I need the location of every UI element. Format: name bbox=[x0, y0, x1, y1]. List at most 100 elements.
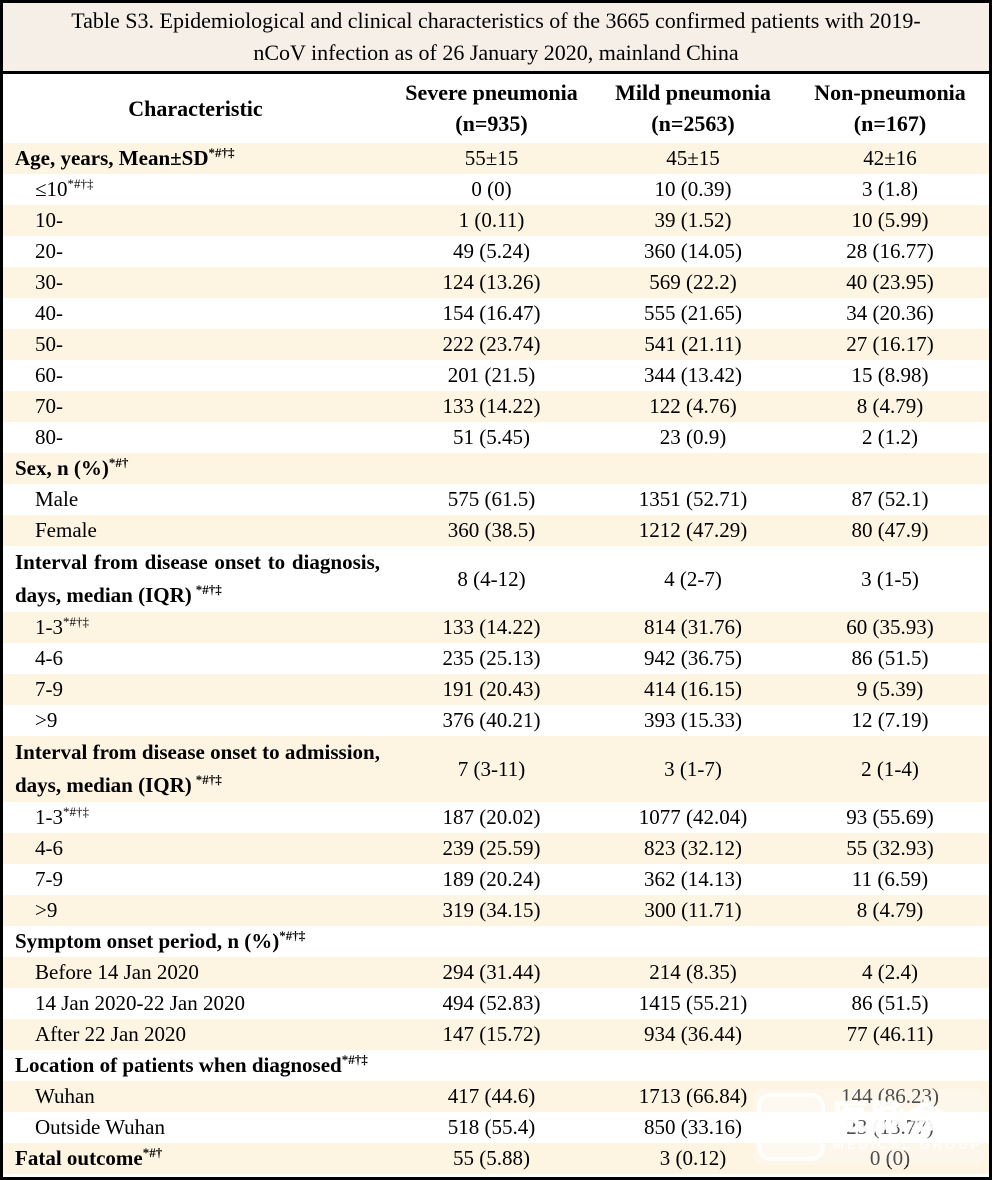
cell-value: 9 (5.39) bbox=[856, 677, 924, 701]
row-label: 30- bbox=[35, 270, 63, 294]
cell-value: 518 (55.4) bbox=[447, 1115, 536, 1139]
cell-value: 27 (16.17) bbox=[846, 332, 934, 356]
cell-value: 319 (34.15) bbox=[442, 898, 541, 922]
cell-value bbox=[595, 1050, 791, 1081]
cell-value: 360 (38.5) bbox=[447, 518, 536, 542]
characteristics-table: Characteristic Severe pneumonia (n=935) … bbox=[3, 74, 989, 1174]
row-label: 70- bbox=[35, 394, 63, 418]
row-label: Male bbox=[35, 487, 79, 511]
cell-value: 362 (14.13) bbox=[644, 867, 742, 891]
row-label: Location of patients when diagnosed*#†‡ bbox=[15, 1052, 368, 1077]
cell-value: 23 (13.77) bbox=[846, 1115, 934, 1139]
cell-value bbox=[388, 453, 595, 484]
cell-value: 34 (20.36) bbox=[846, 301, 934, 325]
cell-value: 1077 (42.04) bbox=[638, 805, 748, 829]
row-label: Female bbox=[35, 518, 97, 542]
cell-value: 294 (31.44) bbox=[442, 960, 541, 984]
cell-value: 1 (0.11) bbox=[458, 208, 525, 232]
table-row: 10- 1 (0.11) 39 (1.52) 10 (5.99) bbox=[3, 205, 989, 236]
footnote-marker: *#†‡ bbox=[63, 804, 89, 819]
table-row: Before 14 Jan 2020 294 (31.44) 214 (8.35) 4… bbox=[3, 957, 989, 988]
table-row: >9 376 (40.21) 393 (15.33) 12 (7.19) bbox=[3, 705, 989, 736]
cell-value: 3 (1.8) bbox=[862, 177, 918, 201]
cell-value bbox=[595, 453, 791, 484]
row-label: >9 bbox=[35, 708, 58, 732]
cell-value bbox=[791, 926, 989, 957]
cell-value: 214 (8.35) bbox=[649, 960, 737, 984]
cell-value: 7 (3-11) bbox=[457, 756, 526, 781]
row-label: After 22 Jan 2020 bbox=[35, 1022, 187, 1046]
cell-value: 154 (16.47) bbox=[442, 301, 541, 325]
row-label: 20- bbox=[35, 239, 63, 263]
cell-value: 850 (33.16) bbox=[644, 1115, 742, 1139]
table-row: 7-9 191 (20.43) 414 (16.15) 9 (5.39) bbox=[3, 674, 989, 705]
table-row: 40- 154 (16.47) 555 (21.65) 34 (20.36) bbox=[3, 298, 989, 329]
footnote-marker: *#†‡ bbox=[341, 1052, 368, 1067]
cell-value: 55±15 bbox=[464, 146, 519, 170]
cell-value: 814 (31.76) bbox=[644, 615, 742, 639]
cell-value: 55 (5.88) bbox=[453, 1146, 530, 1170]
cell-value: 124 (13.26) bbox=[442, 270, 541, 294]
table-row: Sex, n (%)*#† bbox=[3, 453, 989, 484]
cell-value: 222 (23.74) bbox=[442, 332, 541, 356]
cell-value: 80 (47.9) bbox=[851, 518, 929, 542]
row-label: Before 14 Jan 2020 bbox=[35, 960, 199, 984]
row-label: 80- bbox=[35, 425, 63, 449]
table-row: Fatal outcome*#† 55 (5.88) 3 (0.12) 0 (0) bbox=[3, 1143, 989, 1174]
cell-value: 11 (6.59) bbox=[851, 867, 929, 891]
cell-value: 10 (5.99) bbox=[851, 208, 929, 232]
cell-value: 360 (14.05) bbox=[644, 239, 742, 263]
footnote-marker: *#†‡ bbox=[63, 614, 89, 629]
table-row: 60- 201 (21.5) 344 (13.42) 15 (8.98) bbox=[3, 360, 989, 391]
cell-value: 187 (20.02) bbox=[442, 805, 541, 829]
cell-value: 344 (13.42) bbox=[644, 363, 742, 387]
table-title-line2: nCoV infection as of 26 January 2020, ma… bbox=[253, 40, 739, 65]
cell-value: 51 (5.45) bbox=[453, 425, 530, 449]
cell-value: 8 (4.79) bbox=[856, 394, 924, 418]
column-header-non-pneumonia: Non-pneumonia (n=167) bbox=[791, 74, 989, 143]
row-label: 7-9 bbox=[35, 867, 63, 891]
cell-value: 3 (1-7) bbox=[664, 756, 722, 781]
cell-value: 569 (22.2) bbox=[649, 270, 737, 294]
cell-value: 8 (4.79) bbox=[856, 898, 924, 922]
column-header-label: Mild pneumonia bbox=[615, 80, 771, 105]
footnote-marker: *#†‡ bbox=[208, 145, 235, 160]
table-header: Characteristic Severe pneumonia (n=935) … bbox=[3, 74, 989, 143]
cell-value: 93 (55.69) bbox=[846, 805, 934, 829]
cell-value bbox=[388, 1050, 595, 1081]
cell-value: 4 (2-7) bbox=[664, 566, 722, 591]
cell-value: 414 (16.15) bbox=[644, 677, 742, 701]
cell-value: 417 (44.6) bbox=[447, 1084, 536, 1108]
row-label: 4-6 bbox=[35, 836, 63, 860]
table-row: Location of patients when diagnosed*#†‡ bbox=[3, 1050, 989, 1081]
table-row: After 22 Jan 2020 147 (15.72) 934 (36.44) 7… bbox=[3, 1019, 989, 1050]
cell-value: 1415 (55.21) bbox=[638, 991, 748, 1015]
cell-value: 376 (40.21) bbox=[442, 708, 541, 732]
cell-value: 1212 (47.29) bbox=[638, 518, 748, 542]
cell-value: 934 (36.44) bbox=[644, 1022, 742, 1046]
table-row: Interval from disease onset to diagnosis… bbox=[3, 546, 989, 612]
table-row: 14 Jan 2020-22 Jan 2020 494 (52.83) 1415 (… bbox=[3, 988, 989, 1019]
cell-value: 86 (51.5) bbox=[851, 991, 929, 1015]
table-row: Symptom onset period, n (%)*#†‡ bbox=[3, 926, 989, 957]
cell-value: 122 (4.76) bbox=[649, 394, 737, 418]
cell-value: 3 (0.12) bbox=[659, 1146, 727, 1170]
table-row: 20- 49 (5.24) 360 (14.05) 28 (16.77) bbox=[3, 236, 989, 267]
cell-value: 12 (7.19) bbox=[851, 708, 929, 732]
cell-value: 823 (32.12) bbox=[644, 836, 742, 860]
cell-value: 555 (21.65) bbox=[644, 301, 742, 325]
row-label: Interval from disease onset to diagnosis… bbox=[15, 550, 380, 607]
cell-value: 77 (46.11) bbox=[846, 1022, 934, 1046]
footnote-marker: *#†‡ bbox=[279, 928, 306, 943]
cell-value: 8 (4-12) bbox=[457, 566, 526, 591]
column-header-severe-pneumonia: Severe pneumonia (n=935) bbox=[388, 74, 595, 143]
row-label: 7-9 bbox=[35, 677, 63, 701]
cell-value: 4 (2.4) bbox=[862, 960, 918, 984]
column-header-n: (n=167) bbox=[853, 111, 927, 136]
cell-value: 39 (1.52) bbox=[654, 208, 732, 232]
table-row: Male 575 (61.5) 1351 (52.71) 87 (52.1) bbox=[3, 484, 989, 515]
row-label: 10- bbox=[35, 208, 63, 232]
table-row: 50- 222 (23.74) 541 (21.11) 27 (16.17) bbox=[3, 329, 989, 360]
cell-value: 28 (16.77) bbox=[846, 239, 934, 263]
cell-value: 1713 (66.84) bbox=[638, 1084, 748, 1108]
